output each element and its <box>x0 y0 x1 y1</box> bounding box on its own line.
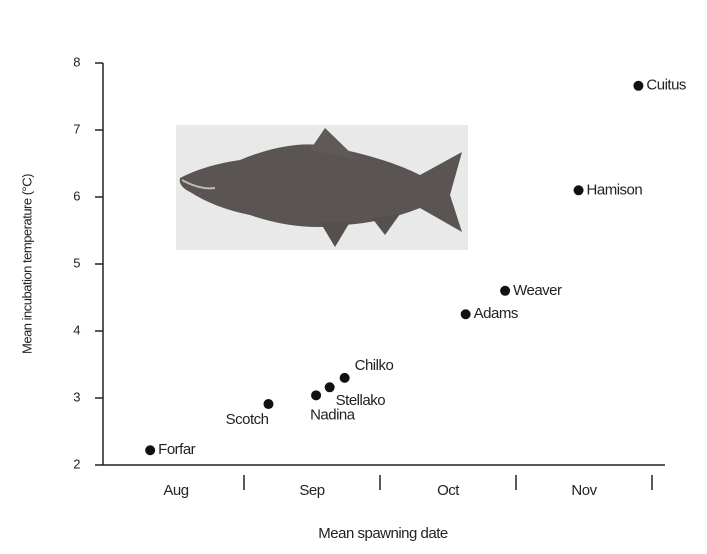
x-tick-label: Nov <box>571 482 597 499</box>
point <box>633 80 644 91</box>
point <box>339 372 350 383</box>
y-tick-label: 2 <box>73 456 80 471</box>
salmon-illustration <box>176 125 468 250</box>
y-tick-label: 4 <box>73 322 80 337</box>
point-label: Cuitus <box>646 77 686 94</box>
point-label: Chilko <box>355 357 394 374</box>
point <box>145 445 156 456</box>
x-axis-title: Mean spawning date <box>318 525 448 542</box>
point-label: Adams <box>474 305 518 322</box>
point <box>460 309 471 320</box>
y-tick-label: 5 <box>73 255 80 270</box>
point-label: Nadina <box>310 406 356 423</box>
y-tick-label: 7 <box>73 121 80 136</box>
x-tick-label: Oct <box>437 482 460 499</box>
point-label: Forfar <box>158 441 196 458</box>
x-tick-label: Aug <box>163 482 188 499</box>
y-tick-label: 6 <box>73 188 80 203</box>
point-label: Weaver <box>513 282 562 299</box>
point <box>500 285 511 296</box>
point-label: Stellako <box>336 392 386 409</box>
point <box>573 185 584 196</box>
point-label: Scotch <box>226 411 269 428</box>
y-tick-label: 8 <box>73 54 80 69</box>
y-tick-label: 3 <box>73 389 80 404</box>
point <box>324 382 335 393</box>
point <box>311 390 322 401</box>
x-tick-label: Sep <box>299 482 324 499</box>
point-label: Hamison <box>587 181 643 198</box>
y-axis-title: Mean incubation temperature (°C) <box>19 174 34 354</box>
point <box>263 399 274 410</box>
